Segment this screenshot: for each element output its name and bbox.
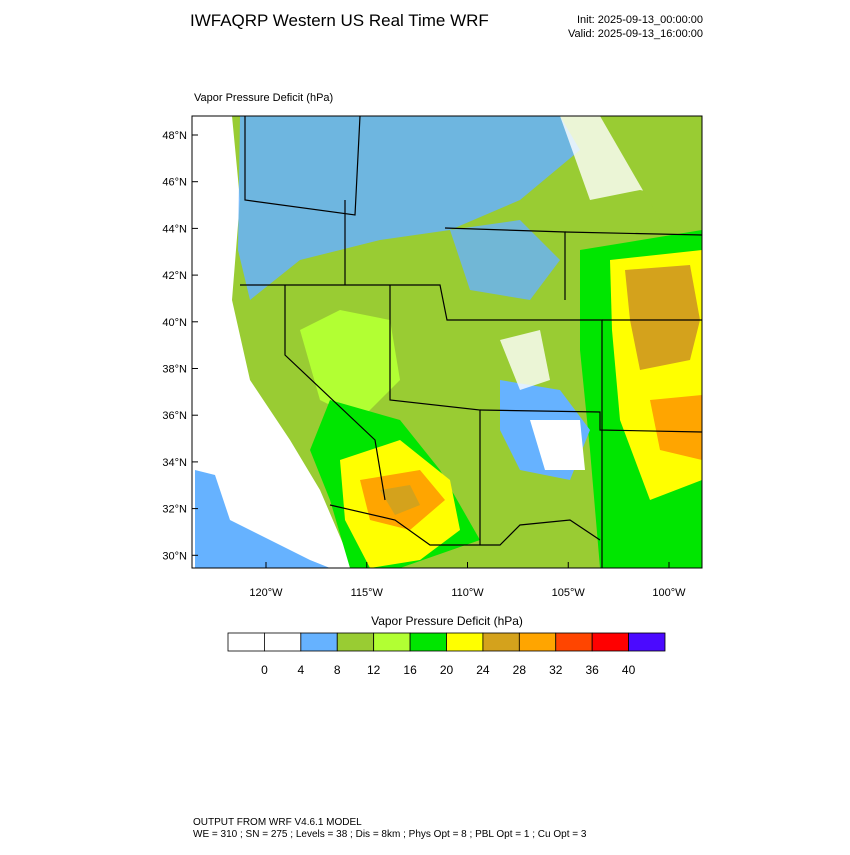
lat-label: 40°N bbox=[162, 317, 187, 329]
colorbar-label: 32 bbox=[549, 663, 563, 677]
lon-label: 120°W bbox=[249, 587, 283, 599]
map-field bbox=[191, 115, 703, 569]
colorbar-label: 16 bbox=[403, 663, 417, 677]
colorbar-label: 0 bbox=[261, 663, 268, 677]
lat-label: 48°N bbox=[162, 130, 187, 142]
colorbar-box bbox=[628, 632, 666, 652]
footer-line: OUTPUT FROM WRF V4.6.1 MODEL bbox=[193, 817, 362, 828]
axis-ticks: 48°N 46°N 44°N 42°N 40°N 38°N 36°N 34°N 32°N 30°N… bbox=[162, 130, 686, 599]
colorbar-label: 8 bbox=[334, 663, 341, 677]
valid-time: Valid: 2025-09-13_16:00:00 bbox=[568, 28, 703, 40]
colorbar-box bbox=[409, 632, 447, 652]
lat-label: 30°N bbox=[162, 550, 187, 562]
lat-label: 44°N bbox=[162, 223, 187, 235]
colorbar-title: Vapor Pressure Deficit (hPa) bbox=[371, 614, 523, 628]
colorbar-box bbox=[555, 632, 593, 652]
colorbar-box bbox=[300, 632, 338, 652]
lon-label: 100°W bbox=[652, 587, 686, 599]
colorbar-label: 36 bbox=[585, 663, 599, 677]
title: IWFAQRP Western US Real Time WRF bbox=[190, 11, 489, 30]
map-label: Vapor Pressure Deficit (hPa) bbox=[194, 92, 333, 104]
init-time: Init: 2025-09-13_00:00:00 bbox=[577, 14, 703, 26]
colorbar-label: 4 bbox=[297, 663, 304, 677]
colorbar: 0 4 8 12 16 20 24 28 32 36 40 bbox=[227, 632, 666, 677]
colorbar-label: 40 bbox=[622, 663, 636, 677]
lon-label: 105°W bbox=[552, 587, 586, 599]
colorbar-box bbox=[518, 632, 557, 652]
colorbar-label: 28 bbox=[513, 663, 527, 677]
colorbar-box bbox=[373, 632, 411, 652]
lat-label: 42°N bbox=[162, 270, 187, 282]
lat-label: 38°N bbox=[162, 364, 187, 376]
footer-line: WE = 310 ; SN = 275 ; Levels = 38 ; Dis … bbox=[193, 829, 587, 840]
lat-label: 32°N bbox=[162, 504, 187, 516]
colorbar-label: 20 bbox=[440, 663, 454, 677]
colorbar-box bbox=[264, 632, 302, 652]
colorbar-box bbox=[591, 632, 629, 652]
colorbar-box bbox=[482, 632, 520, 652]
lon-label: 110°W bbox=[451, 587, 484, 599]
colorbar-box bbox=[227, 632, 265, 652]
colorbar-label: 12 bbox=[367, 663, 381, 677]
lon-label: 115°W bbox=[351, 587, 384, 599]
colorbar-label: 24 bbox=[476, 663, 490, 677]
lat-label: 46°N bbox=[162, 177, 187, 189]
colorbar-box bbox=[336, 632, 375, 652]
lat-label: 34°N bbox=[162, 457, 187, 469]
lat-label: 36°N bbox=[162, 410, 187, 422]
colorbar-box bbox=[446, 632, 484, 652]
